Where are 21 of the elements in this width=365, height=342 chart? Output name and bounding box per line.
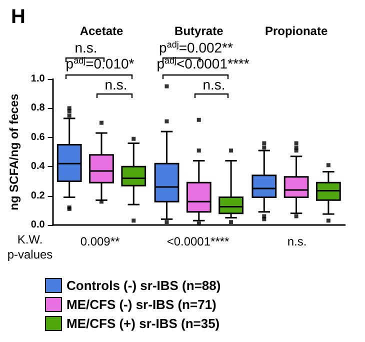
x-tick-label: Propionate	[264, 24, 328, 38]
text: n.s.	[287, 234, 307, 248]
y-tick-label: 0.8	[30, 102, 46, 114]
y-tick-label: 0.0	[30, 220, 46, 230]
chart-title: H	[11, 6, 26, 28]
legend-label: ME/CFS (-) sr-IBS (n=71)	[66, 297, 216, 312]
x-tick-label: Acetate	[80, 24, 124, 38]
y-tick-label: 1.0	[30, 74, 46, 84]
annotation: n.s.	[104, 76, 128, 92]
text: K.W. p-values	[7, 232, 53, 262]
text: <0.0001****	[166, 234, 230, 248]
annotation: n.s.	[202, 76, 226, 92]
y-tick-label: 0.2	[30, 190, 46, 202]
text: 0.009**	[80, 234, 120, 248]
y-tick-label: 0.4	[30, 161, 46, 172]
y-tick-label: 0.6	[30, 132, 46, 143]
y-axis-title: ng SCFA/ng of feces	[7, 93, 21, 210]
legend-label: Controls (-) sr-IBS (n=88)	[66, 278, 221, 293]
text: n.s.	[74, 40, 98, 56]
legend-label: ME/CFS (+) sr-IBS (n=35)	[66, 316, 220, 331]
x-tick-label: Butyrate	[174, 24, 224, 38]
